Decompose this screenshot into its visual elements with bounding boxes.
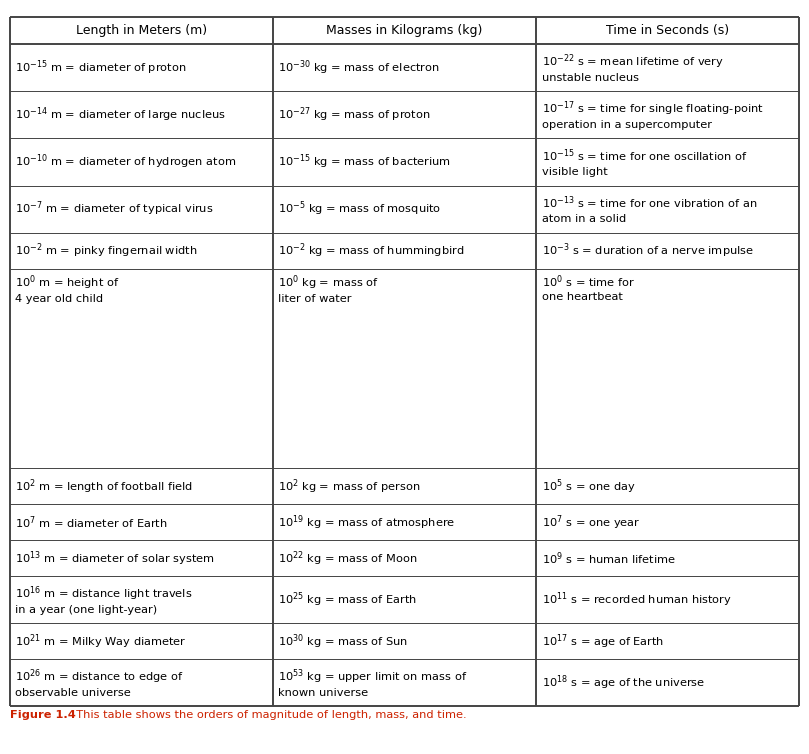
Text: 10$^{-15}$ s = time for one oscillation of
visible light: 10$^{-15}$ s = time for one oscillation … [542, 148, 748, 176]
Text: 10$^{-2}$ m = pinky fingernail width: 10$^{-2}$ m = pinky fingernail width [15, 241, 197, 260]
Text: 10$^{-3}$ s = duration of a nerve impulse: 10$^{-3}$ s = duration of a nerve impuls… [542, 241, 754, 260]
Text: 10$^{-15}$ m = diameter of proton: 10$^{-15}$ m = diameter of proton [15, 59, 187, 77]
Text: 10$^{-22}$ s = mean lifetime of very
unstable nucleus: 10$^{-22}$ s = mean lifetime of very uns… [542, 52, 724, 84]
Text: 10$^{2}$ kg = mass of person: 10$^{2}$ kg = mass of person [278, 477, 421, 495]
Text: 10$^{-2}$ kg = mass of hummingbird: 10$^{-2}$ kg = mass of hummingbird [278, 241, 464, 260]
Text: 10$^{18}$ s = age of the universe: 10$^{18}$ s = age of the universe [542, 673, 705, 692]
Text: 10$^{-17}$ s = time for single floating-point
operation in a supercomputer: 10$^{-17}$ s = time for single floating-… [542, 100, 764, 130]
Text: 10$^{0}$ s = time for
one heartbeat: 10$^{0}$ s = time for one heartbeat [542, 273, 635, 302]
Text: This table shows the orders of magnitude of length, mass, and time.: This table shows the orders of magnitude… [69, 710, 467, 720]
Text: Figure 1.4: Figure 1.4 [10, 710, 75, 720]
Text: 10$^{-30}$ kg = mass of electron: 10$^{-30}$ kg = mass of electron [278, 59, 440, 77]
Text: 10$^{30}$ kg = mass of Sun: 10$^{30}$ kg = mass of Sun [278, 632, 409, 651]
Text: 10$^{53}$ kg = upper limit on mass of
known universe: 10$^{53}$ kg = upper limit on mass of kn… [278, 667, 468, 698]
Text: Time in Seconds (s): Time in Seconds (s) [606, 24, 730, 37]
Text: 10$^{21}$ m = Milky Way diameter: 10$^{21}$ m = Milky Way diameter [15, 632, 187, 651]
Text: 10$^{22}$ kg = mass of Moon: 10$^{22}$ kg = mass of Moon [278, 549, 417, 568]
Text: 10$^{-13}$ s = time for one vibration of an
atom in a solid: 10$^{-13}$ s = time for one vibration of… [542, 195, 757, 224]
Text: 10$^{-10}$ m = diameter of hydrogen atom: 10$^{-10}$ m = diameter of hydrogen atom [15, 153, 236, 171]
Text: 10$^{9}$ s = human lifetime: 10$^{9}$ s = human lifetime [542, 550, 676, 566]
Text: 10$^{13}$ m = diameter of solar system: 10$^{13}$ m = diameter of solar system [15, 549, 215, 568]
Text: 10$^{7}$ s = one year: 10$^{7}$ s = one year [542, 513, 641, 532]
Text: 10$^{-15}$ kg = mass of bacterium: 10$^{-15}$ kg = mass of bacterium [278, 153, 451, 171]
Text: 10$^{25}$ kg = mass of Earth: 10$^{25}$ kg = mass of Earth [278, 590, 417, 609]
Text: 10$^{7}$ m = diameter of Earth: 10$^{7}$ m = diameter of Earth [15, 514, 168, 531]
Text: 10$^{26}$ m = distance to edge of
observable universe: 10$^{26}$ m = distance to edge of observ… [15, 667, 184, 698]
Text: 10$^{-14}$ m = diameter of large nucleus: 10$^{-14}$ m = diameter of large nucleus [15, 106, 227, 124]
Text: 10$^{19}$ kg = mass of atmosphere: 10$^{19}$ kg = mass of atmosphere [278, 513, 455, 532]
Text: 10$^{0}$ kg = mass of
liter of water: 10$^{0}$ kg = mass of liter of water [278, 273, 379, 305]
Text: 10$^{16}$ m = distance light travels
in a year (one light-year): 10$^{16}$ m = distance light travels in … [15, 584, 193, 615]
Text: Length in Meters (m): Length in Meters (m) [75, 24, 207, 37]
Text: 10$^{-7}$ m = diameter of typical virus: 10$^{-7}$ m = diameter of typical virus [15, 200, 214, 219]
Text: 10$^{17}$ s = age of Earth: 10$^{17}$ s = age of Earth [542, 632, 664, 651]
Text: 10$^{-27}$ kg = mass of proton: 10$^{-27}$ kg = mass of proton [278, 106, 431, 124]
Text: Masses in Kilograms (kg): Masses in Kilograms (kg) [326, 24, 483, 37]
Text: 10$^{5}$ s = one day: 10$^{5}$ s = one day [542, 477, 636, 495]
Text: 10$^{-5}$ kg = mass of mosquito: 10$^{-5}$ kg = mass of mosquito [278, 200, 442, 219]
Text: 10$^{11}$ s = recorded human history: 10$^{11}$ s = recorded human history [542, 590, 732, 609]
Text: 10$^{2}$ m = length of football field: 10$^{2}$ m = length of football field [15, 477, 193, 495]
Text: 10$^{0}$ m = height of
4 year old child: 10$^{0}$ m = height of 4 year old child [15, 273, 120, 305]
